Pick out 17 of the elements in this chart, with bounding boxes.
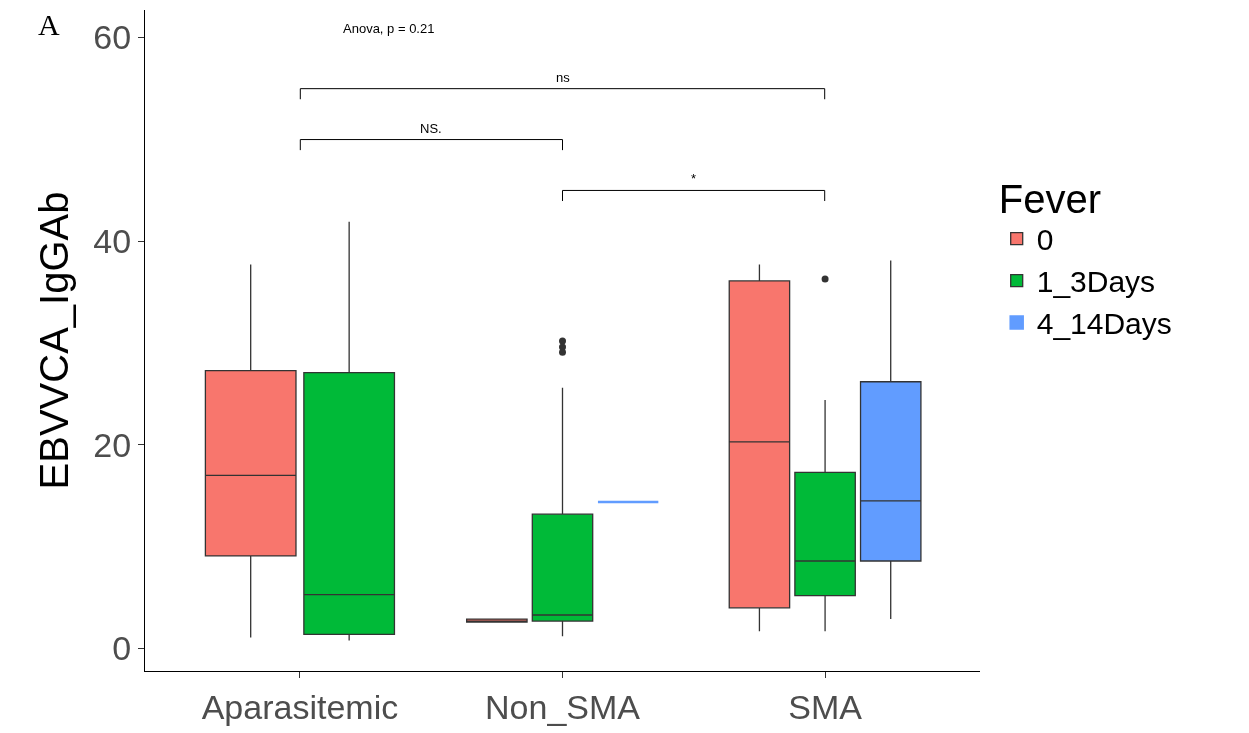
annotation: ns [556, 70, 571, 85]
legend-label: 0 [1036, 223, 1054, 257]
x-tick-label: Aparasitemic [201, 687, 399, 726]
y-axis-title: EBVVCA_IgGAb [31, 191, 76, 490]
y-tick-label: 0 [112, 629, 132, 668]
annotation: Anova, p = 0.21 [343, 21, 435, 36]
y-tick-label: 20 [93, 425, 132, 464]
x-tick-label: SMA [788, 687, 863, 726]
annotation: * [691, 171, 697, 186]
annotation: NS. [420, 121, 442, 136]
y-tick-label: 60 [93, 18, 132, 57]
text: A [38, 8, 60, 41]
legend-label: 1_3Days [1036, 265, 1156, 299]
x-tick-label: Non_SMA [485, 687, 641, 726]
legend-title: Fever [998, 176, 1101, 221]
legend-label: 4_14Days [1036, 307, 1172, 341]
y-tick-label: 40 [93, 222, 132, 261]
